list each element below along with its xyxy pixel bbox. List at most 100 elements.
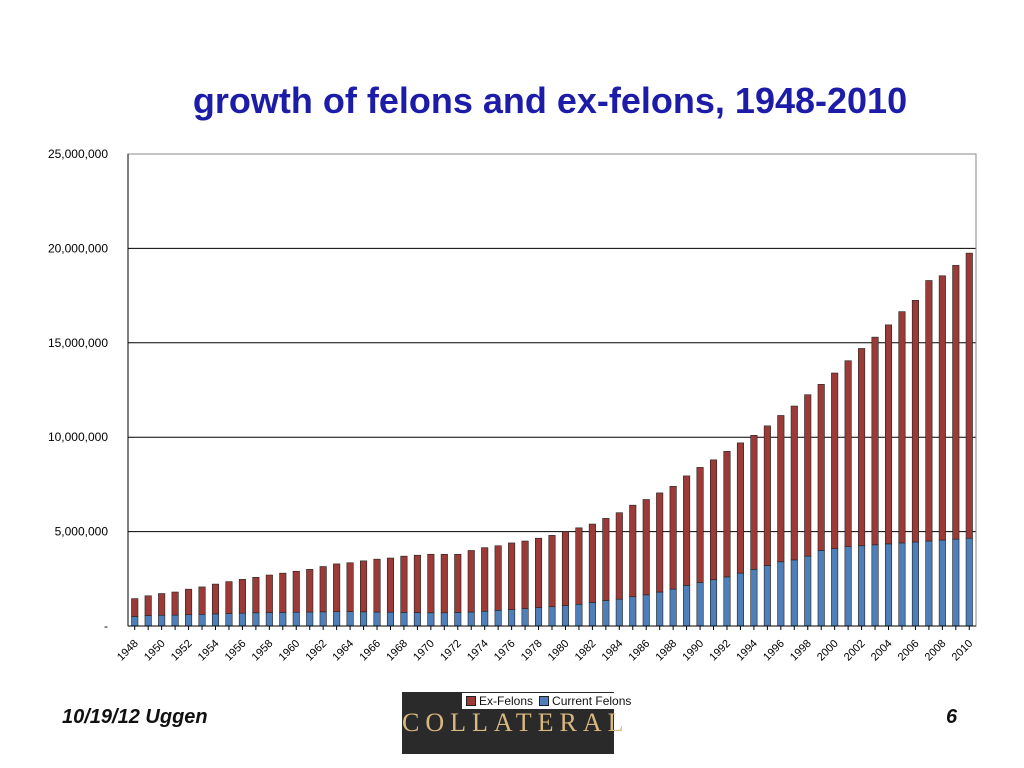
x-tick-label: 1960 xyxy=(277,638,303,664)
bar-current-felons xyxy=(844,546,852,627)
bar-ex-felons xyxy=(481,547,489,612)
y-tick-label: - xyxy=(104,619,108,633)
bar-current-felons xyxy=(454,612,462,627)
x-tick-label: 1956 xyxy=(223,638,249,664)
bar-ex-felons xyxy=(333,563,341,612)
bar-ex-felons xyxy=(925,280,933,542)
x-tick-label: 1964 xyxy=(330,638,356,664)
bar-current-felons xyxy=(548,606,556,627)
legend-swatch-current-felons xyxy=(539,696,550,706)
y-tick-label: 20,000,000 xyxy=(48,241,108,255)
x-tick-label: 1966 xyxy=(357,638,383,664)
bar-current-felons xyxy=(400,612,408,627)
bar-ex-felons xyxy=(965,252,973,539)
x-tick-label: 2000 xyxy=(815,638,841,664)
bar-current-felons xyxy=(683,585,691,627)
bar-ex-felons xyxy=(844,360,852,548)
bar-current-felons xyxy=(440,612,448,627)
bar-ex-felons xyxy=(158,593,166,616)
bar-ex-felons xyxy=(494,545,502,611)
bar-current-felons xyxy=(750,569,758,627)
page-number: 6 xyxy=(946,706,958,728)
bar-current-felons xyxy=(723,576,731,627)
bar-current-felons xyxy=(858,545,866,627)
bar-ex-felons xyxy=(265,574,273,613)
y-tick-labels: - 5,000,000 10,000,000 15,000,000 20,000,000… xyxy=(48,147,108,633)
logo-text: COLLATERAL xyxy=(402,708,630,737)
legend-label-ex-felons: Ex-Felons xyxy=(479,694,534,708)
bar-ex-felons xyxy=(629,504,637,598)
bar-ex-felons xyxy=(252,576,260,614)
stacked-bar-chart: - 5,000,000 10,000,000 15,000,000 20,000,000… xyxy=(48,147,977,664)
x-tick-label: 1948 xyxy=(115,638,141,664)
bar-current-felons xyxy=(360,611,368,627)
bar-current-felons xyxy=(575,603,583,627)
bar-ex-felons xyxy=(454,553,462,613)
axes xyxy=(127,153,977,630)
bar-ex-felons xyxy=(131,598,139,617)
bar-current-felons xyxy=(831,548,839,627)
legend-item-current-felons: Current Felons xyxy=(539,694,631,708)
x-tick-label: 1954 xyxy=(196,638,222,664)
bar-current-felons xyxy=(669,588,677,627)
bar-ex-felons xyxy=(306,569,314,613)
bar-current-felons xyxy=(898,542,906,627)
bar-ex-felons xyxy=(602,518,610,601)
legend-label-current-felons: Current Felons xyxy=(552,694,632,708)
bar-ex-felons xyxy=(898,311,906,544)
bar-current-felons xyxy=(494,610,502,627)
bar-ex-felons xyxy=(588,523,596,603)
bar-ex-felons xyxy=(467,550,475,613)
bar-ex-felons xyxy=(817,384,825,551)
bar-ex-felons xyxy=(575,527,583,605)
x-tick-label: 1996 xyxy=(761,638,787,664)
bar-current-felons xyxy=(535,607,543,627)
bar-current-felons xyxy=(211,613,220,627)
bar-current-felons xyxy=(346,611,354,627)
bar-current-felons xyxy=(481,610,489,627)
x-tick-label: 1958 xyxy=(250,638,276,664)
bar-current-felons xyxy=(144,615,152,627)
bar-ex-felons xyxy=(400,555,408,613)
bar-current-felons xyxy=(656,591,664,627)
x-tick-label: 1998 xyxy=(788,638,814,664)
bar-current-felons xyxy=(198,613,206,627)
bar-ex-felons xyxy=(938,275,946,541)
bar-ex-felons xyxy=(871,336,879,546)
bar-ex-felons xyxy=(198,586,206,615)
y-tick-label: 5,000,000 xyxy=(55,525,109,539)
bar-ex-felons xyxy=(144,595,152,616)
y-tick-label: 15,000,000 xyxy=(48,336,108,350)
x-tick-labels: 1948 1950 1952 1954 1956 1958 1960 1962 1964 1966… xyxy=(115,638,975,664)
bar-current-felons xyxy=(938,539,946,627)
bar-current-felons xyxy=(871,544,879,627)
x-tick-label: 1972 xyxy=(438,638,464,664)
bar-current-felons xyxy=(238,612,246,627)
x-tick-label: 2002 xyxy=(842,638,868,664)
bar-current-felons xyxy=(279,612,287,627)
bar-ex-felons xyxy=(211,583,220,615)
bar-current-felons xyxy=(588,602,596,627)
bar-ex-felons xyxy=(884,324,893,545)
bar-current-felons xyxy=(642,594,650,627)
bar-current-felons xyxy=(602,600,610,627)
bar-ex-felons xyxy=(346,562,354,612)
bar-current-felons xyxy=(965,537,973,627)
bar-ex-felons xyxy=(561,531,569,606)
x-tick-label: 1982 xyxy=(573,638,599,664)
bar-current-felons xyxy=(265,612,273,627)
bar-current-felons xyxy=(884,543,893,627)
bar-current-felons xyxy=(911,541,919,627)
bar-current-felons xyxy=(131,616,139,627)
x-tick-label: 1990 xyxy=(680,638,706,664)
bar-ex-felons xyxy=(750,435,758,570)
y-tick-label: 25,000,000 xyxy=(48,147,108,161)
bar-current-felons xyxy=(158,614,166,627)
x-tick-label: 1976 xyxy=(492,638,518,664)
x-tick-label: 1968 xyxy=(384,638,410,664)
bar-current-felons xyxy=(306,611,314,627)
x-tick-label: 2006 xyxy=(896,638,922,664)
bar-ex-felons xyxy=(777,415,785,563)
bar-current-felons xyxy=(171,614,179,627)
bar-ex-felons xyxy=(427,553,435,614)
